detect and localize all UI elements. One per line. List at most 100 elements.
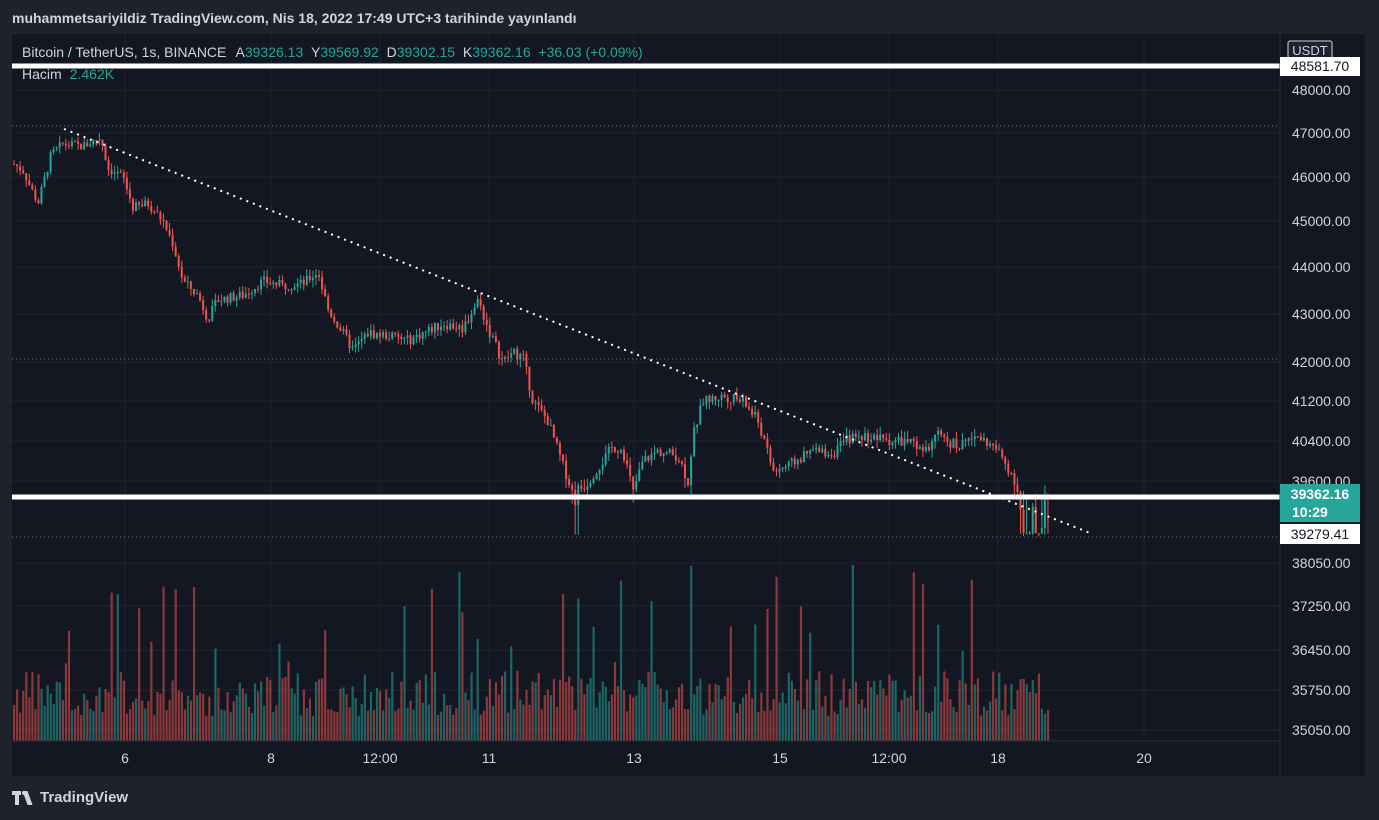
- volume-bar-2: [19, 712, 22, 741]
- volume-bar-318: [982, 706, 986, 741]
- volume-bar-251: [778, 702, 781, 741]
- candle-body-101: [321, 277, 324, 290]
- volume-bar-322: [995, 698, 998, 741]
- candle-body-308: [952, 438, 955, 448]
- candle-body-307: [949, 441, 952, 448]
- candle-body-330: [1019, 491, 1022, 510]
- volume-bar-149: [467, 700, 470, 741]
- candle-body-127: [400, 336, 403, 339]
- volume-bar-53: [174, 589, 177, 741]
- candle-body-50: [165, 220, 168, 230]
- candle-body-189: [589, 482, 592, 487]
- volume-bar-167: [522, 704, 525, 741]
- candle-body-336: [1037, 533, 1040, 535]
- volume-bar-306: [946, 678, 949, 741]
- volume-bar-112: [354, 698, 357, 741]
- volume-bar-32: [110, 592, 113, 741]
- candle-body-227: [705, 395, 708, 405]
- time-axis[interactable]: 6 8 12:00 11 13 15 12:00 18 20: [121, 750, 1152, 766]
- candle-body-19: [70, 141, 73, 147]
- volume-bar-171: [534, 682, 537, 741]
- volume-bar-52: [171, 680, 174, 741]
- candle-body-110: [348, 334, 351, 349]
- candle-body-281: [870, 439, 873, 442]
- candle-body-223: [693, 427, 696, 457]
- volume-bar-5: [28, 697, 31, 741]
- candle-body-216: [671, 449, 674, 456]
- volume-bar-55: [180, 692, 183, 741]
- candle-body-337: [1040, 528, 1043, 534]
- currency-badge[interactable]: USDT: [1287, 40, 1333, 60]
- candle-body-16: [61, 142, 64, 144]
- volume-bar-6: [31, 671, 34, 741]
- volume-bar-284: [879, 680, 882, 741]
- candle-body-76: [244, 293, 247, 298]
- volume-bar-43: [144, 708, 147, 741]
- volume-bar-9: [40, 688, 43, 741]
- volume-bar-230: [714, 683, 717, 741]
- candle-body-248: [769, 447, 772, 463]
- volume-bar-303: [937, 624, 940, 741]
- volume-bar-276: [854, 681, 857, 741]
- volume-bar-64: [208, 696, 211, 741]
- candle-body-56: [183, 277, 186, 282]
- candle-body-320: [989, 443, 991, 446]
- symbol-label[interactable]: Bitcoin / TetherUS, 1s, BINANCE: [22, 44, 227, 60]
- candle-body-266: [824, 448, 827, 457]
- volume-bar-89: [284, 676, 287, 741]
- volume-bar-294: [909, 695, 912, 741]
- candle-body-123: [388, 338, 391, 340]
- volume-bar-3: [22, 690, 25, 741]
- volume-bar-81: [260, 681, 263, 741]
- candle-body-72: [232, 292, 235, 301]
- volume-bar-135: [424, 674, 427, 741]
- candle-body-276: [854, 433, 857, 437]
- volume-bar-308: [952, 707, 955, 741]
- price-chart[interactable]: 48000.00 47000.00 46000.00 45000.00 44000.00…: [12, 34, 1365, 776]
- candle-body-270: [836, 445, 839, 458]
- candle-body-287: [888, 439, 891, 446]
- volume-bar-92: [293, 693, 296, 741]
- volume-bar-187: [583, 694, 586, 741]
- price-tick-11: 37250.00: [1292, 598, 1351, 614]
- trend-line[interactable]: [63, 128, 1091, 534]
- candle-body-47: [156, 211, 159, 213]
- candle-body-94: [299, 279, 302, 284]
- price-axis[interactable]: 48000.00 47000.00 46000.00 45000.00 44000.00…: [1292, 82, 1351, 738]
- volume-bar-256: [793, 689, 796, 741]
- candle-body-61: [199, 293, 202, 301]
- volume-bar-219: [680, 683, 684, 741]
- close-value: 39362.16: [472, 44, 531, 60]
- candle-body-304: [940, 430, 943, 435]
- volume-bar-107: [339, 688, 342, 741]
- candle-body-246: [763, 435, 766, 439]
- volume-bar-239: [741, 697, 745, 741]
- candle-body-53: [174, 246, 177, 257]
- volume-bar-152: [476, 638, 479, 741]
- brand-footer[interactable]: TradingView: [12, 789, 128, 806]
- candle-body-30: [104, 145, 107, 161]
- volume-legend: Hacim 2.462K: [22, 66, 114, 82]
- volume-bar-229: [711, 702, 714, 741]
- chart-frame[interactable]: 48000.00 47000.00 46000.00 45000.00 44000.00…: [12, 34, 1365, 776]
- volume-bar-98: [311, 715, 315, 741]
- top-line-price-label: 48581.70: [1280, 57, 1360, 76]
- volume-bar-151: [473, 709, 476, 741]
- volume-bar-165: [516, 670, 519, 741]
- candle-body-255: [790, 458, 793, 462]
- volume-bar-265: [821, 706, 824, 741]
- volume-bar-158: [494, 682, 498, 741]
- candle-body-243: [754, 411, 757, 415]
- volume-bar-30: [104, 688, 107, 741]
- volume-bar-143: [449, 704, 452, 741]
- candle-body-39: [131, 198, 134, 211]
- volume-bar-333: [1028, 691, 1031, 741]
- candle-body-149: [467, 321, 470, 323]
- candle-body-274: [848, 435, 851, 443]
- candle-body-236: [732, 394, 735, 403]
- volume-bar-47: [156, 691, 159, 741]
- volume-bar-293: [906, 697, 909, 741]
- volume-bar-36: [122, 680, 125, 741]
- candle-body-140: [440, 326, 442, 330]
- candle-body-100: [318, 275, 320, 278]
